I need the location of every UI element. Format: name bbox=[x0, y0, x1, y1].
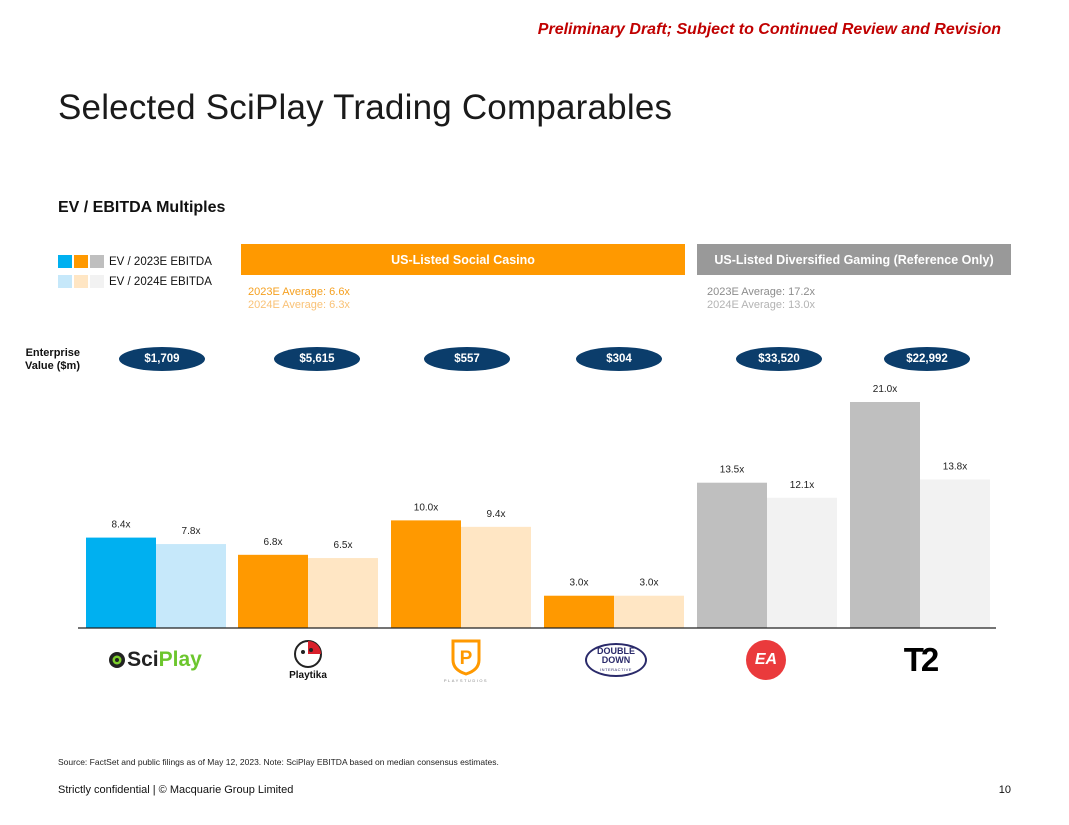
ev-badge-ea: $33,520 bbox=[736, 347, 822, 371]
average-2023: 2023E Average: 17.2x bbox=[707, 286, 816, 298]
group-averages-diversified-gaming: 2023E Average: 17.2x 2024E Average: 13.0… bbox=[707, 286, 815, 312]
ev-label-line1: Enterprise bbox=[25, 347, 80, 359]
playstudios-shield-icon: P bbox=[451, 639, 481, 676]
ev-badge-doubledown: $304 bbox=[576, 347, 662, 371]
bar-playtika-2024e bbox=[308, 558, 378, 628]
data-label-doubledown-2024e: 3.0x bbox=[640, 578, 659, 589]
legend-label: EV / 2024E EBITDA bbox=[109, 275, 212, 288]
bar-sciplay-2023e bbox=[86, 537, 156, 628]
average-2024: 2024E Average: 13.0x bbox=[707, 299, 816, 311]
legend-swatch bbox=[90, 255, 104, 268]
ev-badge-sciplay: $1,709 bbox=[119, 347, 205, 371]
data-label-doubledown-2023e: 3.0x bbox=[570, 578, 589, 589]
legend-swatch bbox=[74, 255, 88, 268]
playtika-mascot-icon bbox=[294, 640, 322, 668]
bar-doubledown-2023e bbox=[544, 595, 614, 628]
ea-logo: EA bbox=[724, 632, 808, 688]
playtika-logo: Playtika bbox=[266, 632, 350, 688]
legend-swatch bbox=[90, 275, 104, 288]
bar-doubledown-2024e bbox=[614, 595, 684, 628]
chart-subtitle: EV / EBITDA Multiples bbox=[58, 199, 226, 216]
doubledown-logo: DOUBLE DOWN INTERACTIVE bbox=[574, 632, 658, 688]
ev-label-line2: Value ($m) bbox=[24, 360, 80, 372]
bar-sciplay-2024e bbox=[156, 544, 226, 628]
group-averages-social-casino: 2023E Average: 6.6x 2024E Average: 6.3x bbox=[248, 286, 350, 312]
legend-item-2023: EV / 2023E EBITDA bbox=[58, 253, 212, 270]
legend-swatch bbox=[58, 275, 72, 288]
bar-playstudios-2023e bbox=[391, 520, 461, 628]
sciplay-logo: Sci Play bbox=[100, 632, 210, 688]
data-label-ea-2023e: 13.5x bbox=[720, 465, 744, 476]
ev-badge-t2: $22,992 bbox=[884, 347, 970, 371]
bar-playtika-2023e bbox=[238, 554, 308, 628]
ev-badge-playtika: $5,615 bbox=[274, 347, 360, 371]
doubledown-logo-mark: DOUBLE DOWN INTERACTIVE bbox=[585, 643, 647, 677]
svg-text:P: P bbox=[460, 648, 473, 669]
data-label-t2-2024e: 13.8x bbox=[943, 461, 967, 472]
bar-t2-2024e bbox=[920, 479, 990, 628]
sciplay-logo-prefix: Sci bbox=[127, 648, 159, 671]
group-banner-social-casino: US-Listed Social Casino bbox=[241, 244, 685, 275]
confidentiality-footer: Strictly confidential | © Macquarie Grou… bbox=[58, 784, 294, 796]
data-label-ea-2024e: 12.1x bbox=[790, 480, 814, 491]
legend: EV / 2023E EBITDA EV / 2024E EBITDA bbox=[58, 253, 212, 293]
data-label-sciplay-2023e: 8.4x bbox=[112, 520, 131, 531]
data-label-playtika-2023e: 6.8x bbox=[264, 537, 283, 548]
sciplay-logo-suffix: Play bbox=[158, 648, 202, 671]
playstudios-logo: P PLAYSTUDIOS bbox=[420, 632, 512, 688]
bar-ea-2023e bbox=[697, 482, 767, 628]
legend-swatch bbox=[58, 255, 72, 268]
doubledown-logo-line3: INTERACTIVE bbox=[600, 666, 632, 672]
source-footnote: Source: FactSet and public filings as of… bbox=[58, 757, 499, 767]
data-label-sciplay-2024e: 7.8x bbox=[182, 526, 201, 537]
data-label-t2-2023e: 21.0x bbox=[873, 384, 897, 395]
page-title: Selected SciPlay Trading Comparables bbox=[58, 88, 673, 127]
bar-t2-2023e bbox=[850, 402, 920, 628]
page-number: 10 bbox=[998, 784, 1011, 796]
playtika-logo-text: Playtika bbox=[289, 670, 327, 681]
legend-label: EV / 2023E EBITDA bbox=[109, 255, 212, 268]
legend-item-2024: EV / 2024E EBITDA bbox=[58, 273, 212, 290]
legend-swatch bbox=[74, 275, 88, 288]
playstudios-logo-caption: PLAYSTUDIOS bbox=[443, 677, 489, 683]
group-banner-diversified-gaming: US-Listed Diversified Gaming (Reference … bbox=[697, 244, 1011, 275]
draft-notice: Preliminary Draft; Subject to Continued … bbox=[537, 21, 1001, 38]
data-label-playstudios-2023e: 10.0x bbox=[414, 502, 438, 513]
data-label-playtika-2024e: 6.5x bbox=[334, 540, 353, 551]
ea-logo-mark: EA bbox=[746, 640, 786, 680]
average-2024: 2024E Average: 6.3x bbox=[248, 299, 350, 311]
enterprise-value-label: Enterprise Value ($m) bbox=[14, 347, 80, 373]
doubledown-logo-line2: DOWN bbox=[601, 654, 631, 665]
t2-logo-text: T2 bbox=[903, 641, 939, 678]
sciplay-badge-icon bbox=[109, 652, 126, 668]
bar-ea-2024e bbox=[767, 497, 837, 628]
doubledown-logo-line1: DOUBLE bbox=[597, 645, 635, 656]
ev-badge-playstudios: $557 bbox=[424, 347, 510, 371]
average-2023: 2023E Average: 6.6x bbox=[248, 286, 350, 298]
t2-logo: T2 bbox=[878, 632, 962, 688]
data-label-playstudios-2024e: 9.4x bbox=[487, 509, 506, 520]
bar-playstudios-2024e bbox=[461, 526, 531, 628]
